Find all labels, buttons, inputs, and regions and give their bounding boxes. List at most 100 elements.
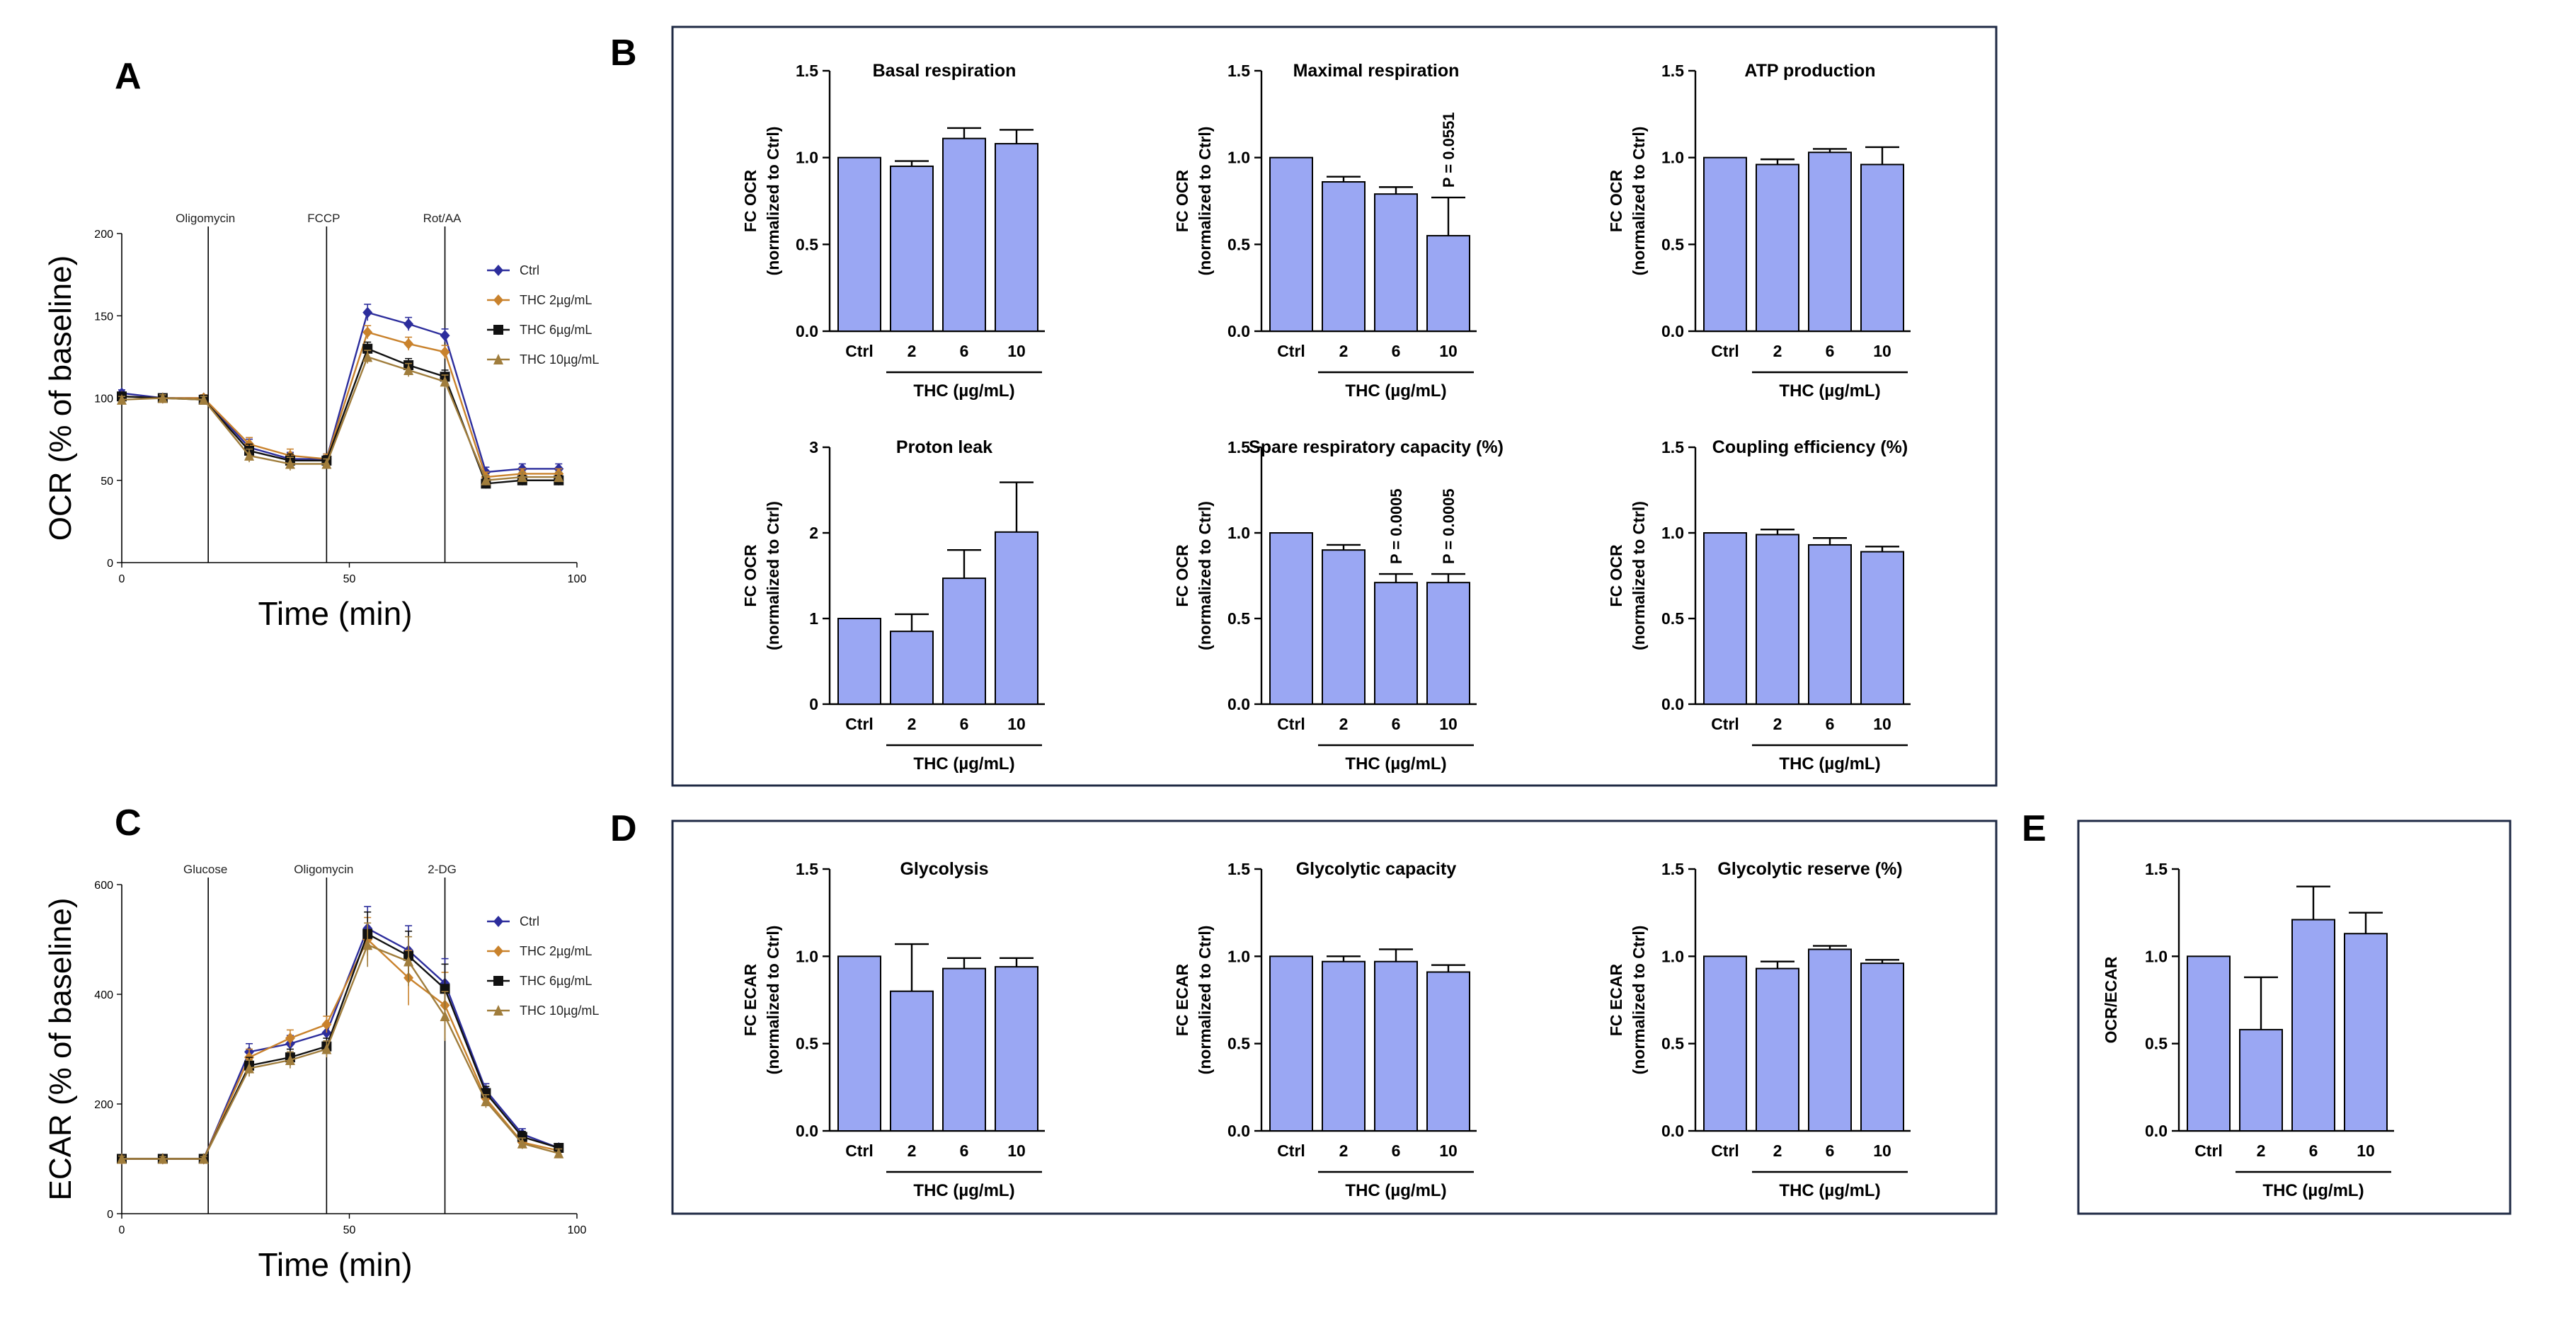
data-point — [117, 393, 127, 405]
series-line — [122, 933, 559, 1160]
panel-d-frame — [671, 819, 1998, 1215]
data-point — [362, 326, 373, 338]
bar — [1269, 955, 1313, 1132]
category-label: 6 — [1826, 342, 1835, 360]
injection-label: 2-DG — [428, 863, 457, 876]
bar — [1374, 193, 1418, 333]
chart-title: Spare respiratory capacity (%) — [1249, 437, 1504, 457]
y-tick-label: 1 — [809, 609, 818, 628]
y-axis-label: FC OCR — [741, 170, 760, 233]
panel-e-frame — [2077, 819, 2512, 1215]
injection-label: Oligomycin — [176, 212, 235, 225]
data-point — [517, 471, 527, 483]
y-tick-label: 50 — [101, 476, 113, 488]
y-axis-label: (normalized to Ctrl) — [764, 127, 782, 276]
p-value-annotation: P = 0.0005 — [1387, 488, 1405, 564]
data-point — [198, 393, 209, 405]
data-point — [493, 294, 503, 306]
category-label: 10 — [1873, 1141, 1891, 1160]
bar-chart-b1: 0.0 0.5 1.0 1.5 Basal respiration FC OCR (norm… — [741, 61, 1045, 401]
group-label: THC (µg/mL) — [1345, 1181, 1446, 1200]
bar — [1860, 551, 1904, 705]
data-point — [362, 343, 373, 354]
data-point — [493, 1005, 503, 1016]
y-tick-label: 150 — [94, 311, 113, 323]
category-label: 10 — [2357, 1141, 2375, 1160]
bar — [942, 137, 986, 332]
data-point — [481, 474, 491, 485]
bar-chart-b2: 0.0 0.5 1.0 1.5 Maximal respiration FC OCR (no… — [1173, 61, 1477, 401]
data-point — [403, 318, 414, 330]
category-label: 6 — [1392, 342, 1401, 360]
data-point — [321, 458, 332, 469]
y-axis-label: (normalized to Ctrl) — [1196, 926, 1214, 1075]
y-tick-label: 0.0 — [1661, 695, 1684, 713]
category-label: 10 — [1873, 715, 1891, 733]
y-axis-label: FC OCR — [1173, 170, 1191, 233]
panel-label-d: D — [610, 808, 637, 849]
x-tick-label: 100 — [568, 573, 587, 585]
data-point — [440, 1011, 450, 1021]
y-tick-label: 0.5 — [1661, 235, 1684, 253]
y-tick-label: 0.0 — [1227, 1122, 1250, 1140]
panel-label-a: A — [115, 56, 142, 97]
x-tick-label: 0 — [119, 1224, 125, 1236]
chart-title: Glycolytic capacity — [1296, 859, 1457, 879]
category-label: 6 — [1826, 715, 1835, 733]
y-axis-label: OCR (% of baseline) — [43, 255, 78, 541]
y-tick-label: 0 — [107, 558, 113, 570]
bar — [890, 165, 934, 332]
bar — [942, 967, 986, 1132]
y-axis-label: FC ECAR — [1173, 964, 1191, 1037]
y-tick-label: 1.0 — [796, 947, 818, 965]
y-axis-label: FC OCR — [1607, 170, 1625, 233]
x-axis-label: Time (min) — [258, 1246, 412, 1283]
x-tick-label: 50 — [343, 573, 356, 585]
legend-label: THC 2µg/mL — [520, 944, 592, 958]
y-tick-label: 1.5 — [1661, 860, 1684, 878]
data-point — [403, 364, 414, 375]
bar — [1756, 163, 1799, 332]
bar — [890, 990, 934, 1132]
y-axis-label: FC OCR — [741, 544, 760, 607]
data-point — [493, 265, 503, 276]
bar — [1269, 532, 1313, 705]
legend-label: THC 10µg/mL — [520, 1003, 599, 1018]
y-axis-label: FC OCR — [1173, 544, 1191, 607]
legend-label: THC 6µg/mL — [520, 974, 592, 988]
data-point — [493, 945, 503, 957]
data-point — [493, 916, 503, 927]
chart-title: Glycolysis — [900, 859, 988, 879]
category-label: 10 — [1007, 1141, 1026, 1160]
category-label: 2 — [1339, 342, 1349, 360]
y-axis-label: FC ECAR — [741, 964, 760, 1037]
data-point — [321, 1018, 332, 1030]
y-tick-label: 0.0 — [1227, 322, 1250, 340]
series-line — [122, 927, 559, 1160]
data-point — [362, 351, 373, 362]
y-tick-label: 0.0 — [1227, 695, 1250, 713]
y-tick-label: 100 — [94, 393, 113, 406]
data-point — [362, 306, 373, 318]
category-label: 10 — [1873, 342, 1891, 360]
x-tick-label: 100 — [568, 1224, 587, 1236]
data-point — [493, 325, 503, 335]
chart-title: Basal respiration — [873, 61, 1017, 81]
injection-label: FCCP — [307, 212, 340, 225]
chart-title: Proton leak — [896, 437, 992, 457]
y-tick-label: 0.0 — [796, 1122, 818, 1140]
x-axis-label: Time (min) — [258, 595, 412, 632]
data-point — [157, 1153, 168, 1164]
bar-chart-d1: 0.0 0.5 1.0 1.5 Glycolysis FC ECAR (normalized… — [741, 859, 1045, 1200]
bar — [1426, 582, 1470, 705]
bar-chart-e: 0.0 0.5 1.0 1.5 OCR/ECAR Ctrl 2 6 10 THC (µg/mL) — [2102, 860, 2394, 1200]
series-line — [121, 355, 559, 482]
y-tick-label: 1.0 — [2145, 947, 2168, 965]
bar — [1703, 532, 1747, 705]
series-line — [122, 938, 559, 1160]
category-label: 2 — [1339, 1141, 1349, 1160]
y-axis-label: (normalized to Ctrl) — [1630, 926, 1648, 1075]
